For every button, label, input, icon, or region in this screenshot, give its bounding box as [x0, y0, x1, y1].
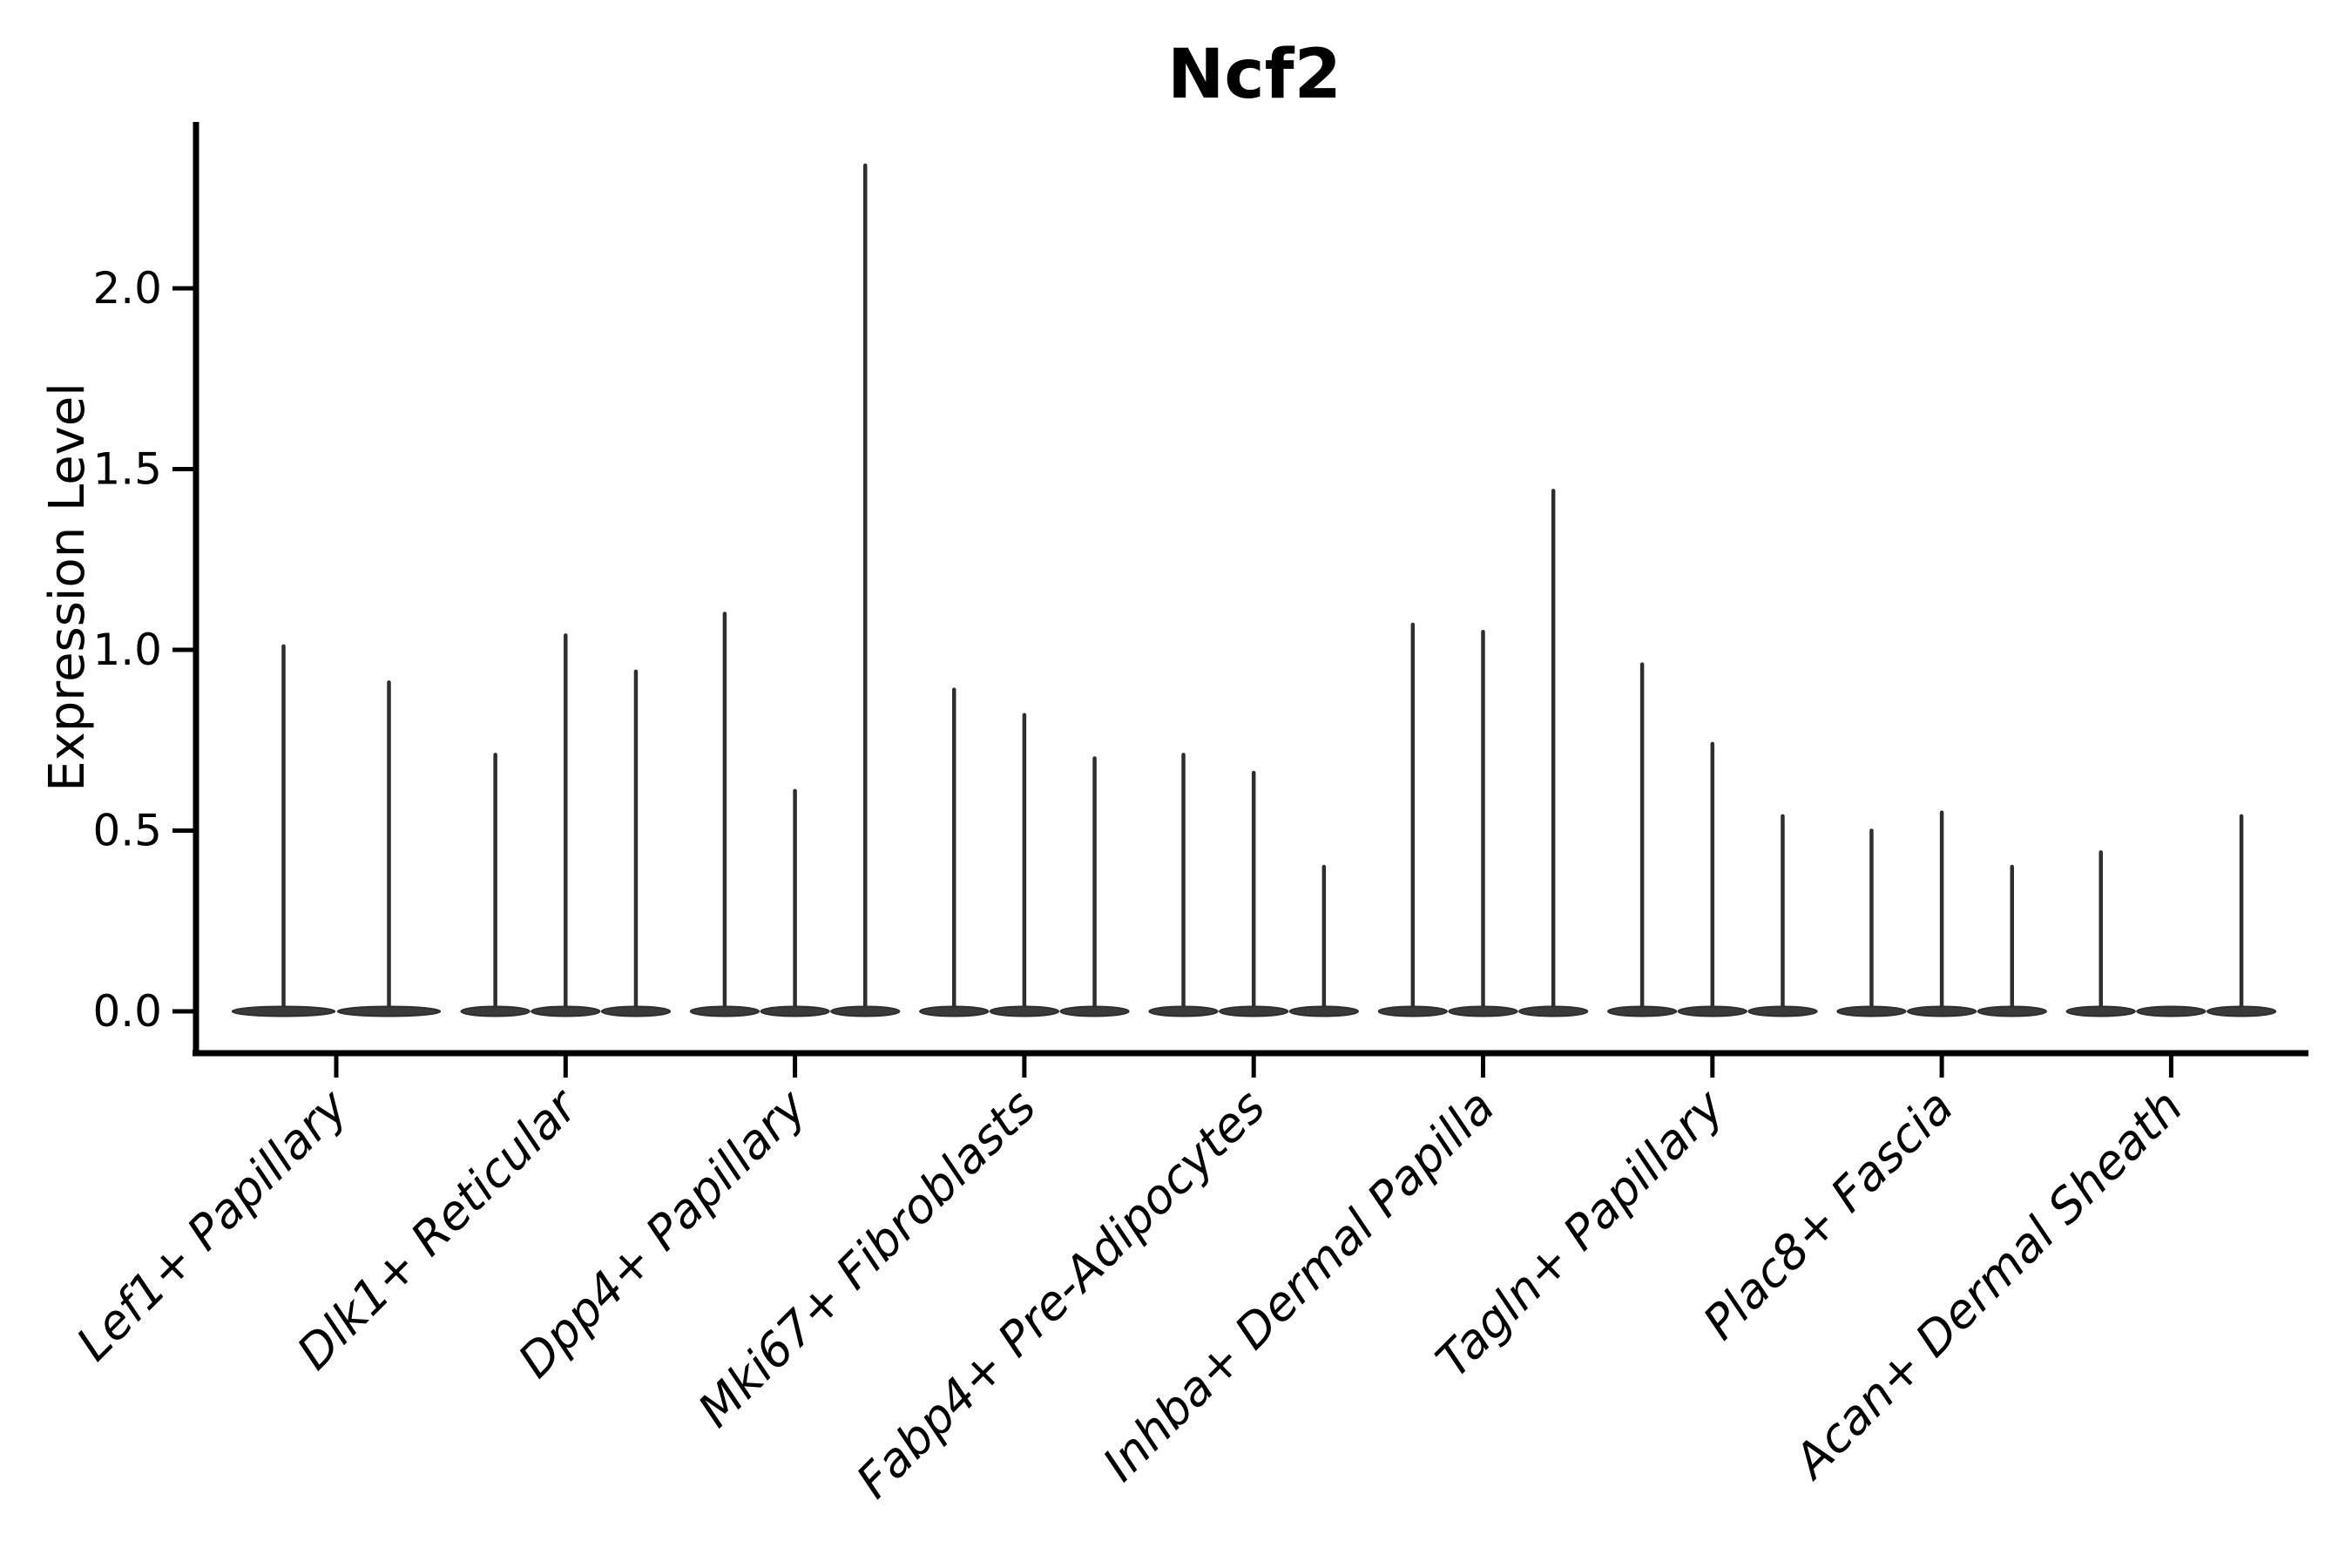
violin-base [1607, 1005, 1678, 1017]
violin-base [1906, 1005, 1977, 1017]
violin-base [1148, 1005, 1219, 1017]
y-tick-label: 2.0 [92, 263, 162, 314]
violin-base [689, 1005, 760, 1017]
violin-group-4 [919, 687, 1130, 1017]
y-tick-label: 1.0 [92, 625, 162, 675]
violin-group-2 [460, 633, 672, 1017]
violin-group-9 [2065, 814, 2277, 1017]
violin-base [989, 1005, 1060, 1017]
violin-base [1977, 1005, 2047, 1017]
y-axis-ticks: 0.0 0.5 1.0 1.5 2.0 [92, 263, 196, 1037]
violin-base [1448, 1005, 1518, 1017]
violin-group-7 [1607, 662, 1818, 1017]
violin-base [1836, 1005, 1907, 1017]
violin-base [231, 1005, 336, 1017]
violin-base [919, 1005, 990, 1017]
violin-base [1518, 1005, 1589, 1017]
y-tick-label: 0.0 [92, 986, 162, 1037]
violin-base [1059, 1005, 1130, 1017]
violin-base [1219, 1005, 1289, 1017]
violin-group-3 [689, 163, 901, 1017]
violin-base [336, 1005, 442, 1017]
violin-base [1677, 1005, 1747, 1017]
violin-base [531, 1005, 601, 1017]
x-tick-label: Inhba+ Dermal Papilla [1092, 1079, 1505, 1492]
y-tick-label: 0.5 [92, 806, 162, 856]
violin-base [600, 1005, 672, 1017]
violin-base [1747, 1005, 1818, 1017]
violin-base [1288, 1005, 1359, 1017]
violins-layer [231, 163, 2277, 1017]
x-tick-label: Acan+ Dermal Sheath [1782, 1079, 2193, 1490]
violin-base [830, 1005, 901, 1017]
violin-base [2206, 1005, 2277, 1017]
violin-base [2065, 1005, 2136, 1017]
violin-group-6 [1377, 489, 1589, 1017]
violin-group-8 [1836, 810, 2047, 1017]
x-tick-label: Fabp4+ Pre-Adipocytes [846, 1079, 1275, 1509]
violin-base [460, 1005, 531, 1017]
violin-base [760, 1005, 830, 1017]
y-axis-label: Expression Level [39, 382, 96, 792]
violin-group-5 [1148, 753, 1359, 1017]
violin-base [2136, 1005, 2207, 1017]
violin-base [1377, 1005, 1448, 1017]
chart-title: Ncf2 [1167, 36, 1342, 114]
violin-group-1 [231, 644, 442, 1017]
y-tick-label: 1.5 [92, 444, 162, 495]
